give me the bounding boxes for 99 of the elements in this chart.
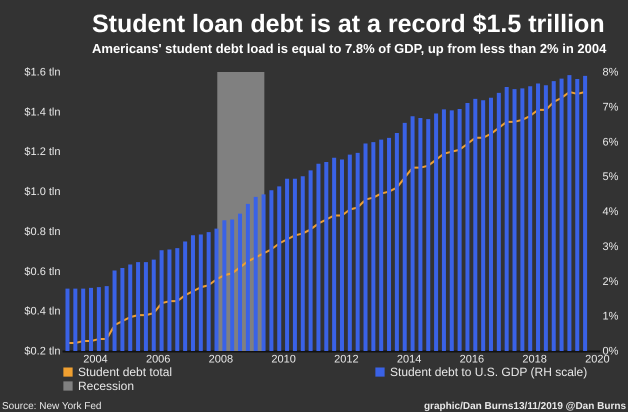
x-tick-label: 2006 <box>146 354 170 366</box>
y2-tick-label: 7% <box>602 101 619 114</box>
bar <box>410 116 415 351</box>
bar <box>434 114 438 351</box>
bar <box>496 92 501 351</box>
y2-tick-label: 6% <box>602 136 619 148</box>
bar <box>214 228 218 351</box>
bar <box>442 109 446 351</box>
bar <box>528 86 532 351</box>
x-tick-label: 2010 <box>271 354 296 366</box>
bar <box>190 235 195 351</box>
bar <box>222 220 226 351</box>
chart-title: Student loan debt is at a record $1.5 trillion <box>92 10 605 38</box>
bar <box>246 204 250 351</box>
bar <box>379 140 384 351</box>
bar <box>198 234 203 351</box>
bar <box>567 75 572 351</box>
chart-subtitle: Americans' student debt load is equal to 7.8% of GDP, up from less than 2% in 2004 <box>92 41 608 56</box>
bar <box>418 118 422 351</box>
bar <box>465 103 470 351</box>
bar <box>552 81 556 351</box>
bar <box>144 262 148 351</box>
y-tick-label: $1.4 tln <box>24 106 60 118</box>
bar <box>356 152 360 351</box>
y2-tick-label: 2% <box>602 276 619 288</box>
bar <box>152 260 156 351</box>
bar <box>96 287 101 351</box>
x-tick-label: 2018 <box>522 354 547 366</box>
bar <box>65 288 70 351</box>
bar <box>175 248 180 351</box>
bar <box>269 190 274 351</box>
bar <box>262 194 266 351</box>
y2-tick-label: 8% <box>602 66 619 78</box>
bar <box>285 178 290 351</box>
bar <box>504 86 509 351</box>
bar <box>520 88 524 351</box>
y-tick-label: $0.6 tln <box>24 266 60 278</box>
bar <box>277 186 282 351</box>
bar <box>112 270 117 351</box>
bar <box>371 142 376 351</box>
bar <box>316 164 320 351</box>
bar <box>481 100 486 351</box>
y-tick-label: $1.0 tln <box>24 186 60 198</box>
bar <box>206 232 211 351</box>
legend-label: Student debt to U.S. GDP (RH scale) <box>390 365 588 380</box>
y2-tick-label: 4% <box>602 206 619 218</box>
bar <box>560 78 564 351</box>
bar <box>120 268 124 351</box>
bar <box>394 133 399 351</box>
bar <box>230 220 234 351</box>
x-tick-label: 2020 <box>585 354 610 366</box>
bar <box>128 264 132 351</box>
bar <box>512 89 517 351</box>
bar <box>308 170 313 351</box>
y-tick-label: $1.6 tln <box>24 66 60 78</box>
bar <box>104 286 109 351</box>
bar <box>583 76 588 351</box>
bar <box>254 196 258 351</box>
x-tick-label: 2012 <box>334 354 359 366</box>
bar <box>544 85 548 351</box>
x-tick-label: 2008 <box>208 354 234 366</box>
y2-tick-label: 1% <box>602 310 619 323</box>
y-tick-label: $1.2 tln <box>24 146 60 158</box>
bar <box>136 262 140 351</box>
bar <box>81 288 86 351</box>
bar <box>73 288 78 351</box>
text: graphic/Dan Burns13/11/2019 @Dan Burns <box>424 401 626 412</box>
bar <box>292 178 297 351</box>
y-tick-label: $0.2 tln <box>24 346 60 358</box>
bar <box>332 158 336 351</box>
bar <box>387 138 392 351</box>
bar <box>450 110 454 351</box>
bar <box>324 162 328 351</box>
bar <box>402 122 407 351</box>
bar <box>348 154 352 351</box>
y-tick-label: $0.4 tln <box>24 306 60 318</box>
bar <box>536 84 540 351</box>
bar <box>575 78 580 351</box>
x-tick-label: 2004 <box>83 354 108 366</box>
legend-label: Recession <box>78 379 134 393</box>
bar <box>183 241 188 351</box>
bar <box>167 250 172 351</box>
y2-tick-label: 5% <box>602 171 619 184</box>
bar <box>488 98 493 351</box>
x-tick-label: 2014 <box>396 354 422 366</box>
source-note: Source: New York Fed <box>2 401 102 412</box>
x-tick-label: 2016 <box>460 354 484 366</box>
bar <box>426 119 430 351</box>
bar <box>238 214 242 351</box>
bar <box>473 98 478 351</box>
y-tick-label: $0.8 tln <box>24 226 60 238</box>
y2-tick-label: 3% <box>602 240 619 253</box>
bar <box>89 288 94 351</box>
bar <box>364 143 368 351</box>
bar <box>458 108 462 351</box>
bar <box>300 176 305 351</box>
bar <box>160 250 164 351</box>
legend-label: Student debt total <box>78 365 172 380</box>
bar <box>340 160 344 351</box>
